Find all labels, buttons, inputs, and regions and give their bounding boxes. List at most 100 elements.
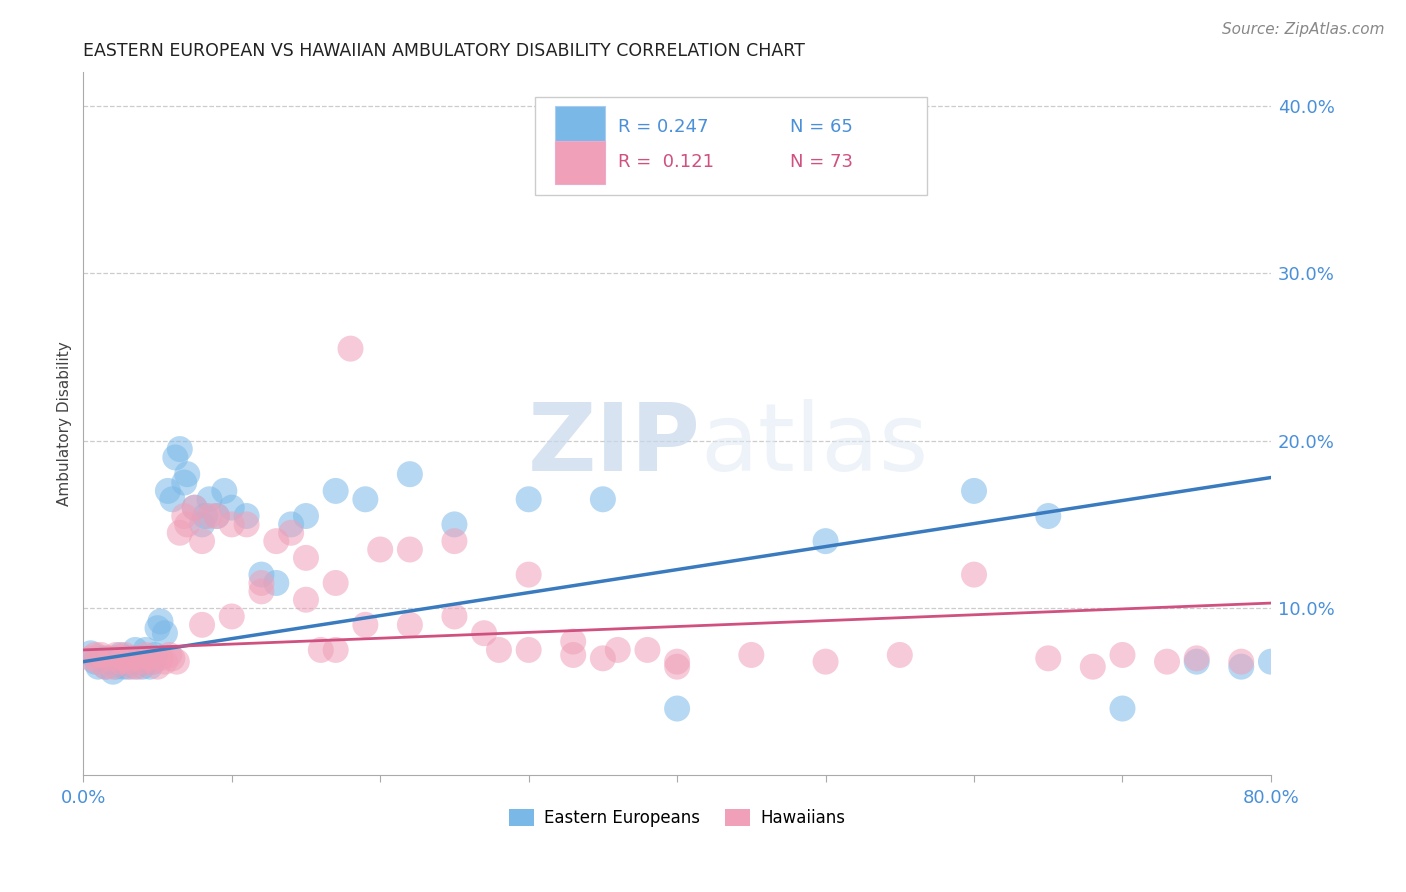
Point <box>110 655 132 669</box>
Point <box>101 659 124 673</box>
Point <box>191 534 214 549</box>
Point <box>814 534 837 549</box>
Point <box>399 617 422 632</box>
Point <box>94 659 117 673</box>
Point <box>176 517 198 532</box>
Point <box>472 626 495 640</box>
Point <box>1156 655 1178 669</box>
Point <box>84 655 107 669</box>
Point <box>1230 659 1253 673</box>
Point <box>104 651 127 665</box>
Point <box>173 509 195 524</box>
Point <box>198 492 221 507</box>
Point <box>443 609 465 624</box>
Point <box>87 659 110 673</box>
Point <box>176 467 198 482</box>
Point <box>124 659 146 673</box>
Point <box>139 651 162 665</box>
Point <box>235 509 257 524</box>
Point <box>235 517 257 532</box>
Point <box>149 651 172 665</box>
Point <box>339 342 361 356</box>
Legend: Eastern Europeans, Hawaiians: Eastern Europeans, Hawaiians <box>502 803 852 834</box>
Point <box>112 651 135 665</box>
Point <box>295 592 318 607</box>
Point <box>80 646 103 660</box>
Point <box>280 517 302 532</box>
Point <box>128 655 150 669</box>
Point <box>139 651 162 665</box>
Point <box>135 643 157 657</box>
Point <box>666 655 689 669</box>
Point <box>183 500 205 515</box>
Text: Source: ZipAtlas.com: Source: ZipAtlas.com <box>1222 22 1385 37</box>
Point <box>1111 701 1133 715</box>
Point <box>214 483 236 498</box>
Point <box>157 648 180 662</box>
Point <box>162 492 184 507</box>
Point <box>1038 651 1060 665</box>
Point <box>250 584 273 599</box>
Text: R = 0.247: R = 0.247 <box>617 119 709 136</box>
Point <box>104 648 127 662</box>
Point <box>139 659 162 673</box>
Point <box>183 500 205 515</box>
Point <box>90 648 112 662</box>
Text: atlas: atlas <box>700 399 929 491</box>
Point <box>592 651 614 665</box>
Point <box>205 509 228 524</box>
Point <box>191 617 214 632</box>
Point <box>191 517 214 532</box>
Point <box>146 659 169 673</box>
Point <box>740 648 762 662</box>
Point <box>127 659 149 673</box>
Point <box>110 655 132 669</box>
Point <box>120 659 142 673</box>
Bar <box>555 106 605 148</box>
Point <box>173 475 195 490</box>
Point <box>127 651 149 665</box>
Point <box>131 659 153 673</box>
Point <box>165 450 187 465</box>
Point <box>104 659 127 673</box>
Point <box>562 648 585 662</box>
Point <box>143 648 166 662</box>
Point <box>1230 655 1253 669</box>
Point <box>221 517 243 532</box>
Point <box>354 617 377 632</box>
Point <box>194 509 217 524</box>
Point <box>131 655 153 669</box>
Point <box>117 659 139 673</box>
Point <box>117 655 139 669</box>
Point <box>120 651 142 665</box>
FancyBboxPatch shape <box>534 97 927 195</box>
Point <box>517 492 540 507</box>
Point <box>636 643 658 657</box>
Point <box>166 655 188 669</box>
Text: N = 65: N = 65 <box>790 119 853 136</box>
Point <box>295 550 318 565</box>
Y-axis label: Ambulatory Disability: Ambulatory Disability <box>58 342 72 507</box>
Point <box>1081 659 1104 673</box>
Point <box>131 651 153 665</box>
Point <box>87 655 110 669</box>
Point <box>517 643 540 657</box>
Text: N = 73: N = 73 <box>790 153 853 171</box>
Point <box>90 651 112 665</box>
Point <box>325 576 347 591</box>
Point <box>124 643 146 657</box>
Point <box>354 492 377 507</box>
Point <box>205 509 228 524</box>
Point <box>124 651 146 665</box>
Point <box>162 651 184 665</box>
Point <box>488 643 510 657</box>
Point <box>325 483 347 498</box>
Point <box>198 509 221 524</box>
Point <box>666 701 689 715</box>
Point <box>169 525 191 540</box>
Point <box>963 483 986 498</box>
Point <box>562 634 585 648</box>
Point <box>153 626 176 640</box>
Point <box>368 542 391 557</box>
Point <box>146 621 169 635</box>
